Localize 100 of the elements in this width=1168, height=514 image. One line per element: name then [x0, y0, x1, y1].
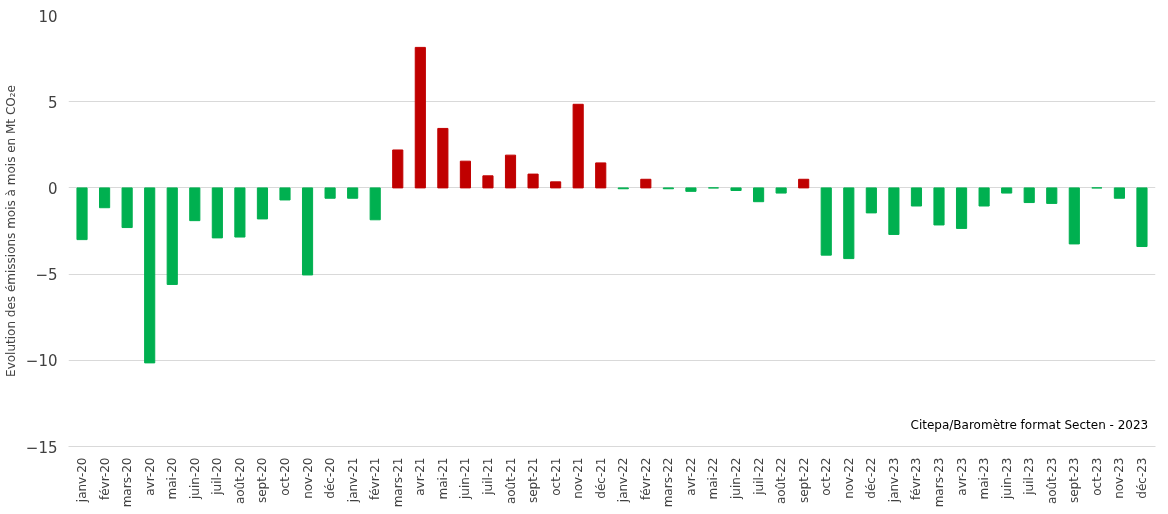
bar — [144, 187, 156, 364]
x-tick-label: avr-22 — [683, 457, 698, 496]
bar — [504, 154, 517, 189]
x-tick-label: déc-22 — [864, 457, 879, 499]
x-tick-label: févr-20 — [97, 457, 112, 500]
bar — [910, 187, 923, 207]
bar — [76, 187, 88, 241]
x-tick-label: juil-22 — [751, 457, 766, 496]
bar — [301, 187, 314, 276]
bar — [166, 187, 178, 285]
bar — [437, 127, 449, 189]
bar — [730, 187, 742, 191]
bar — [234, 187, 246, 238]
x-tick-label: févr-22 — [638, 457, 653, 500]
x-tick-label: avr-23 — [954, 457, 969, 496]
bar — [820, 187, 832, 256]
x-tick-label: mars-23 — [932, 457, 946, 508]
x-tick-label: nov-21 — [571, 457, 586, 499]
x-tick-label: nov-20 — [300, 457, 315, 499]
bar — [414, 46, 426, 189]
x-tick-label: sept-21 — [526, 457, 541, 504]
x-tick-label: août-22 — [774, 457, 789, 505]
bar — [347, 187, 359, 199]
y-tick-label: 5 — [47, 93, 58, 112]
x-tick-label: janv-23 — [886, 457, 901, 504]
x-tick-label: janv-21 — [345, 457, 360, 504]
bar — [392, 149, 404, 189]
x-tick-label: janv-22 — [616, 457, 631, 504]
bar — [189, 187, 201, 222]
annotation: Citepa/Baromètre format Secten - 2023 — [910, 417, 1149, 432]
y-tick-label: 10 — [38, 7, 58, 26]
bar — [843, 187, 855, 260]
x-tick-label: déc-23 — [1134, 457, 1149, 499]
bar — [753, 187, 765, 203]
bar — [955, 187, 968, 229]
bar — [279, 187, 291, 201]
x-tick-label: oct-21 — [548, 457, 563, 496]
y-axis-title: Evolution des émissions mois à mois en Mt CO₂e — [3, 85, 18, 377]
x-tick-label: juin-22 — [729, 457, 744, 500]
x-tick-label: déc-21 — [593, 457, 608, 499]
x-tick-label: oct-20 — [278, 457, 292, 496]
x-tick-label: avr-21 — [413, 457, 428, 496]
bar — [550, 181, 562, 189]
bar — [369, 187, 381, 221]
bar — [1136, 187, 1148, 248]
x-tick-label: juin-21 — [458, 457, 473, 500]
x-tick-label: juil-20 — [210, 457, 225, 496]
x-tick-label: juin-20 — [187, 457, 202, 500]
x-tick-label: sept-23 — [1067, 457, 1082, 504]
bar — [256, 187, 269, 220]
bar — [99, 187, 111, 209]
x-tick-label: mars-20 — [120, 457, 135, 508]
x-tick-label: oct-23 — [1089, 457, 1104, 496]
bar — [933, 187, 945, 226]
bar — [640, 178, 652, 189]
bar — [865, 187, 877, 214]
x-tick-label: mars-21 — [390, 457, 405, 508]
y-tick-label: −15 — [25, 438, 58, 457]
bar — [978, 187, 990, 207]
x-tick-label: mai-23 — [977, 457, 992, 500]
bar — [572, 103, 584, 189]
bar — [798, 178, 810, 189]
bar — [482, 175, 494, 189]
y-tick-label: −10 — [25, 352, 58, 371]
bar — [459, 160, 471, 189]
x-tick-label: juil-23 — [1022, 457, 1037, 496]
x-tick-label: août-21 — [503, 457, 518, 505]
x-tick-label: févr-21 — [368, 457, 383, 500]
x-tick-label: avr-20 — [142, 457, 157, 496]
x-tick-label: juil-21 — [480, 457, 495, 496]
x-tick-label: nov-22 — [841, 457, 856, 499]
x-tick-label: mai-20 — [165, 457, 180, 500]
x-tick-label: mai-21 — [435, 457, 450, 500]
bar — [888, 187, 900, 235]
bar — [527, 173, 539, 189]
x-tick-label: mai-22 — [706, 457, 721, 500]
x-tick-label: nov-23 — [1112, 457, 1127, 499]
bar — [1046, 187, 1058, 204]
bar — [595, 162, 607, 189]
bar — [685, 187, 697, 192]
x-tick-label: janv-20 — [75, 457, 90, 504]
bar — [1023, 187, 1035, 204]
x-tick-label: août-23 — [1044, 457, 1059, 505]
x-tick-label: mars-22 — [661, 457, 676, 508]
x-tick-label: déc-20 — [323, 457, 338, 499]
bar — [211, 187, 223, 239]
x-tick-label: oct-22 — [819, 457, 834, 496]
bar — [1113, 187, 1125, 199]
bar — [775, 187, 787, 194]
x-tick-label: févr-23 — [909, 457, 924, 500]
bar — [1001, 187, 1013, 194]
y-tick-label: −5 — [35, 266, 58, 285]
x-tick-label: août-20 — [232, 457, 247, 505]
bar — [324, 187, 336, 199]
bar — [121, 187, 133, 229]
x-tick-label: sept-20 — [255, 457, 270, 504]
x-tick-label: sept-22 — [796, 457, 811, 504]
y-tick-label: 0 — [47, 179, 58, 198]
x-tick-label: juin-23 — [999, 457, 1014, 500]
bar — [1068, 187, 1080, 245]
